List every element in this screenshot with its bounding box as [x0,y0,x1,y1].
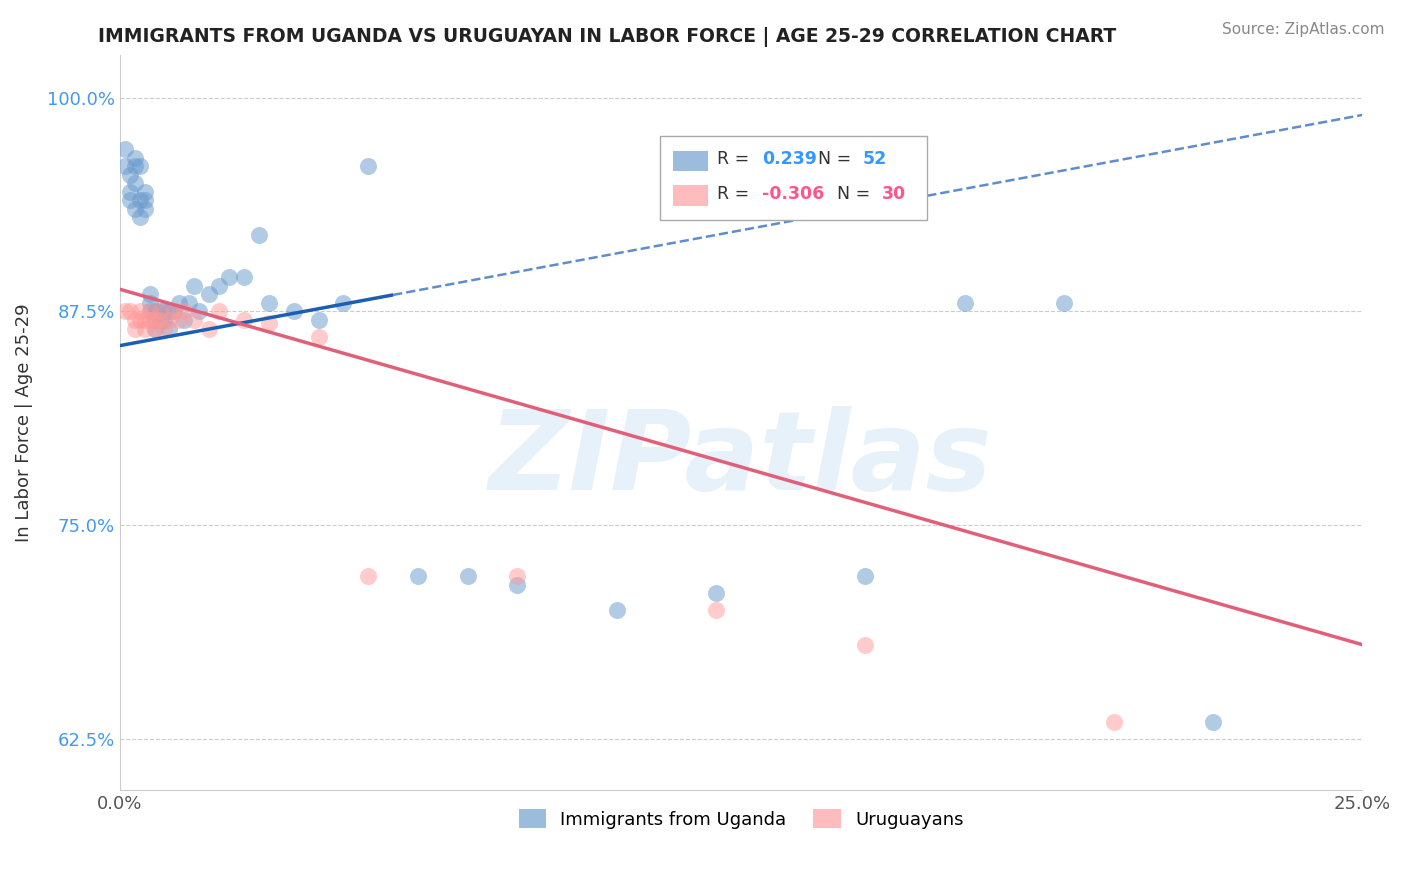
Point [153,313,176,327]
Point [283,304,305,318]
Point [163,304,186,318]
Point [506,569,529,583]
Point [357,159,380,173]
Point [114,142,136,156]
Point [134,202,156,216]
Legend: Immigrants from Uganda, Uruguayans: Immigrants from Uganda, Uruguayans [512,802,970,836]
Point [148,304,170,318]
Point [128,159,150,173]
FancyBboxPatch shape [661,136,928,220]
Text: R =: R = [717,185,755,203]
Text: N =: N = [837,185,876,203]
Text: ZIPatlas: ZIPatlas [489,406,993,513]
Point [208,278,231,293]
Point [124,159,146,173]
Text: R =: R = [717,151,755,169]
Point [198,321,221,335]
Text: 30: 30 [882,185,905,203]
Point [179,296,201,310]
Point [143,313,166,327]
Point [159,321,181,335]
Point [134,321,156,335]
Point [188,304,211,318]
Point [257,296,280,310]
Point [308,313,330,327]
Point [124,176,146,190]
Point [118,185,141,199]
Point [159,304,181,318]
Point [138,313,160,327]
Point [308,330,330,344]
Point [118,168,141,182]
Point [118,304,141,318]
Text: Source: ZipAtlas.com: Source: ZipAtlas.com [1222,22,1385,37]
Bar [672,186,707,206]
Point [148,313,170,327]
Point [1053,296,1076,310]
Point [953,296,976,310]
Point [406,569,429,583]
Bar [672,151,707,171]
Point [233,270,256,285]
Point [143,321,166,335]
Point [128,211,150,225]
Point [233,313,256,327]
Point [704,586,727,600]
Point [457,569,479,583]
Point [506,578,529,592]
Y-axis label: In Labor Force | Age 25-29: In Labor Force | Age 25-29 [15,303,32,541]
Point [124,321,146,335]
Point [1202,714,1225,729]
Point [134,185,156,199]
Point [247,227,270,242]
Text: 52: 52 [863,151,887,169]
Point [208,304,231,318]
Point [138,304,160,318]
Point [332,296,354,310]
Point [118,194,141,208]
Point [257,317,280,331]
Point [153,321,176,335]
Point [606,603,628,617]
Point [218,270,240,285]
Text: IMMIGRANTS FROM UGANDA VS URUGUAYAN IN LABOR FORCE | AGE 25-29 CORRELATION CHART: IMMIGRANTS FROM UGANDA VS URUGUAYAN IN L… [98,27,1116,46]
Point [143,304,166,318]
Point [183,278,205,293]
Point [704,603,727,617]
Point [198,287,221,301]
Point [159,313,181,327]
Point [114,304,136,318]
Point [138,304,160,318]
Text: N =: N = [818,151,856,169]
Point [114,159,136,173]
Text: -0.306: -0.306 [762,185,824,203]
Point [124,151,146,165]
Point [163,304,186,318]
Point [143,321,166,335]
Point [128,194,150,208]
Point [128,304,150,318]
Point [148,313,170,327]
Point [153,304,176,318]
Point [128,313,150,327]
Point [134,194,156,208]
Point [138,287,160,301]
Point [124,313,146,327]
Point [853,638,876,652]
Point [183,313,205,327]
Point [134,313,156,327]
Point [357,569,380,583]
Point [853,569,876,583]
Point [173,304,195,318]
Point [143,313,166,327]
Text: 0.239: 0.239 [762,151,817,169]
Point [169,313,191,327]
Point [169,296,191,310]
Point [148,304,170,318]
Point [138,296,160,310]
Point [124,202,146,216]
Point [173,313,195,327]
Point [1102,714,1125,729]
